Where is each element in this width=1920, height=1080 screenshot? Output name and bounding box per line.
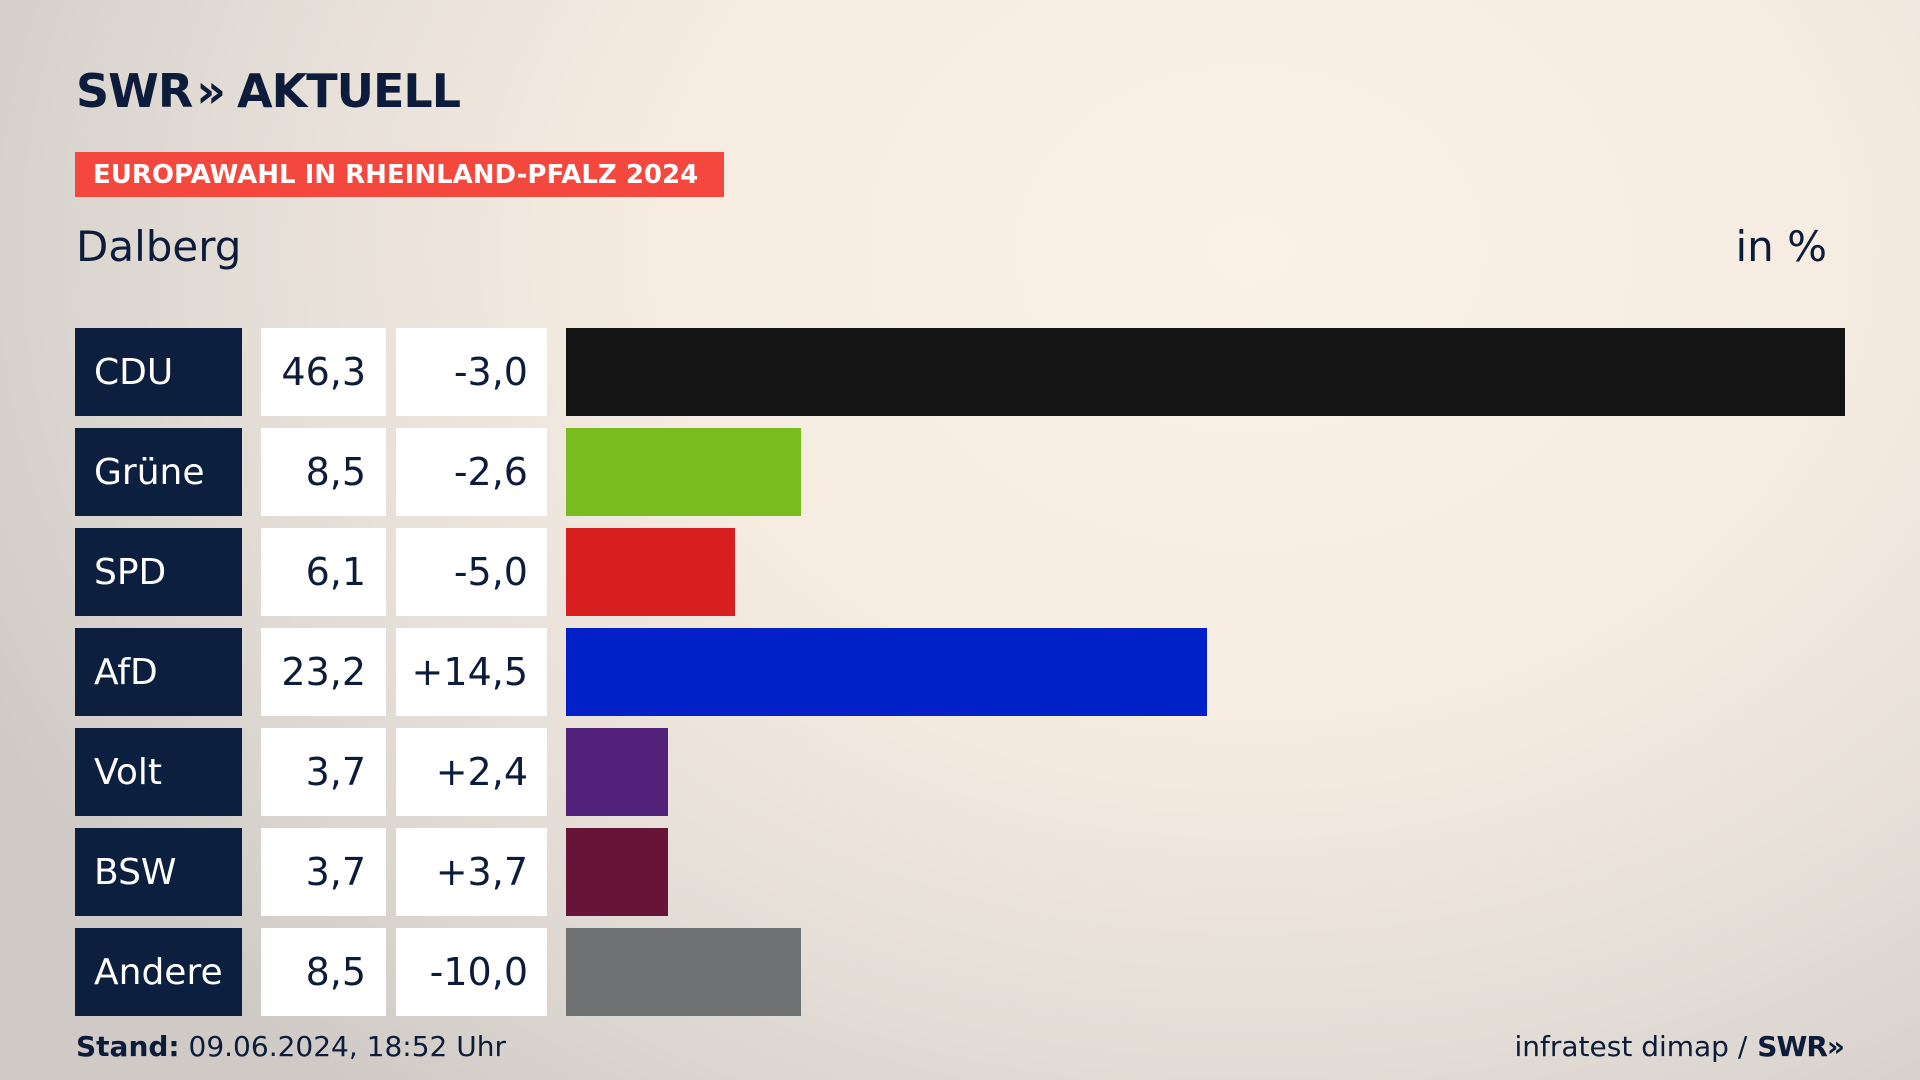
value-label: 6,1 — [261, 528, 386, 616]
value-label: 3,7 — [261, 828, 386, 916]
election-badge: EUROPAWAHL IN RHEINLAND-PFALZ 2024 — [75, 152, 724, 197]
diff-label: +3,7 — [396, 828, 547, 916]
party-label: Andere — [75, 928, 242, 1016]
bar — [566, 528, 735, 616]
party-label: AfD — [75, 628, 242, 716]
unit-label: in % — [1735, 222, 1827, 271]
bar — [566, 628, 1207, 716]
logo-chevrons: » — [196, 64, 226, 118]
diff-label: -10,0 — [396, 928, 547, 1016]
bar — [566, 828, 668, 916]
value-label: 23,2 — [261, 628, 386, 716]
party-label: BSW — [75, 828, 242, 916]
bar — [566, 428, 801, 516]
diff-label: -2,6 — [396, 428, 547, 516]
source-text: infratest dimap / — [1514, 1030, 1748, 1063]
party-label: CDU — [75, 328, 242, 416]
bar — [566, 728, 668, 816]
swr-mini-logo: SWR» — [1757, 1030, 1845, 1063]
value-label: 46,3 — [261, 328, 386, 416]
party-label: SPD — [75, 528, 242, 616]
stand-label: Stand: — [76, 1030, 180, 1063]
diff-label: -5,0 — [396, 528, 547, 616]
timestamp: Stand: 09.06.2024, 18:52 Uhr — [76, 1030, 506, 1063]
logo-swr: SWR — [76, 64, 193, 118]
bar — [566, 928, 801, 1016]
diff-label: +2,4 — [396, 728, 547, 816]
bar — [566, 328, 1845, 416]
logo-aktuell: AKTUELL — [237, 64, 461, 118]
party-label: Grüne — [75, 428, 242, 516]
party-label: Volt — [75, 728, 242, 816]
diff-label: -3,0 — [396, 328, 547, 416]
region-title: Dalberg — [76, 222, 242, 271]
stand-value: 09.06.2024, 18:52 Uhr — [188, 1030, 506, 1063]
swr-aktuell-logo: SWR » AKTUELL — [76, 64, 461, 118]
value-label: 3,7 — [261, 728, 386, 816]
value-label: 8,5 — [261, 428, 386, 516]
value-label: 8,5 — [261, 928, 386, 1016]
diff-label: +14,5 — [396, 628, 547, 716]
source-credit: infratest dimap / SWR» — [1514, 1030, 1845, 1063]
